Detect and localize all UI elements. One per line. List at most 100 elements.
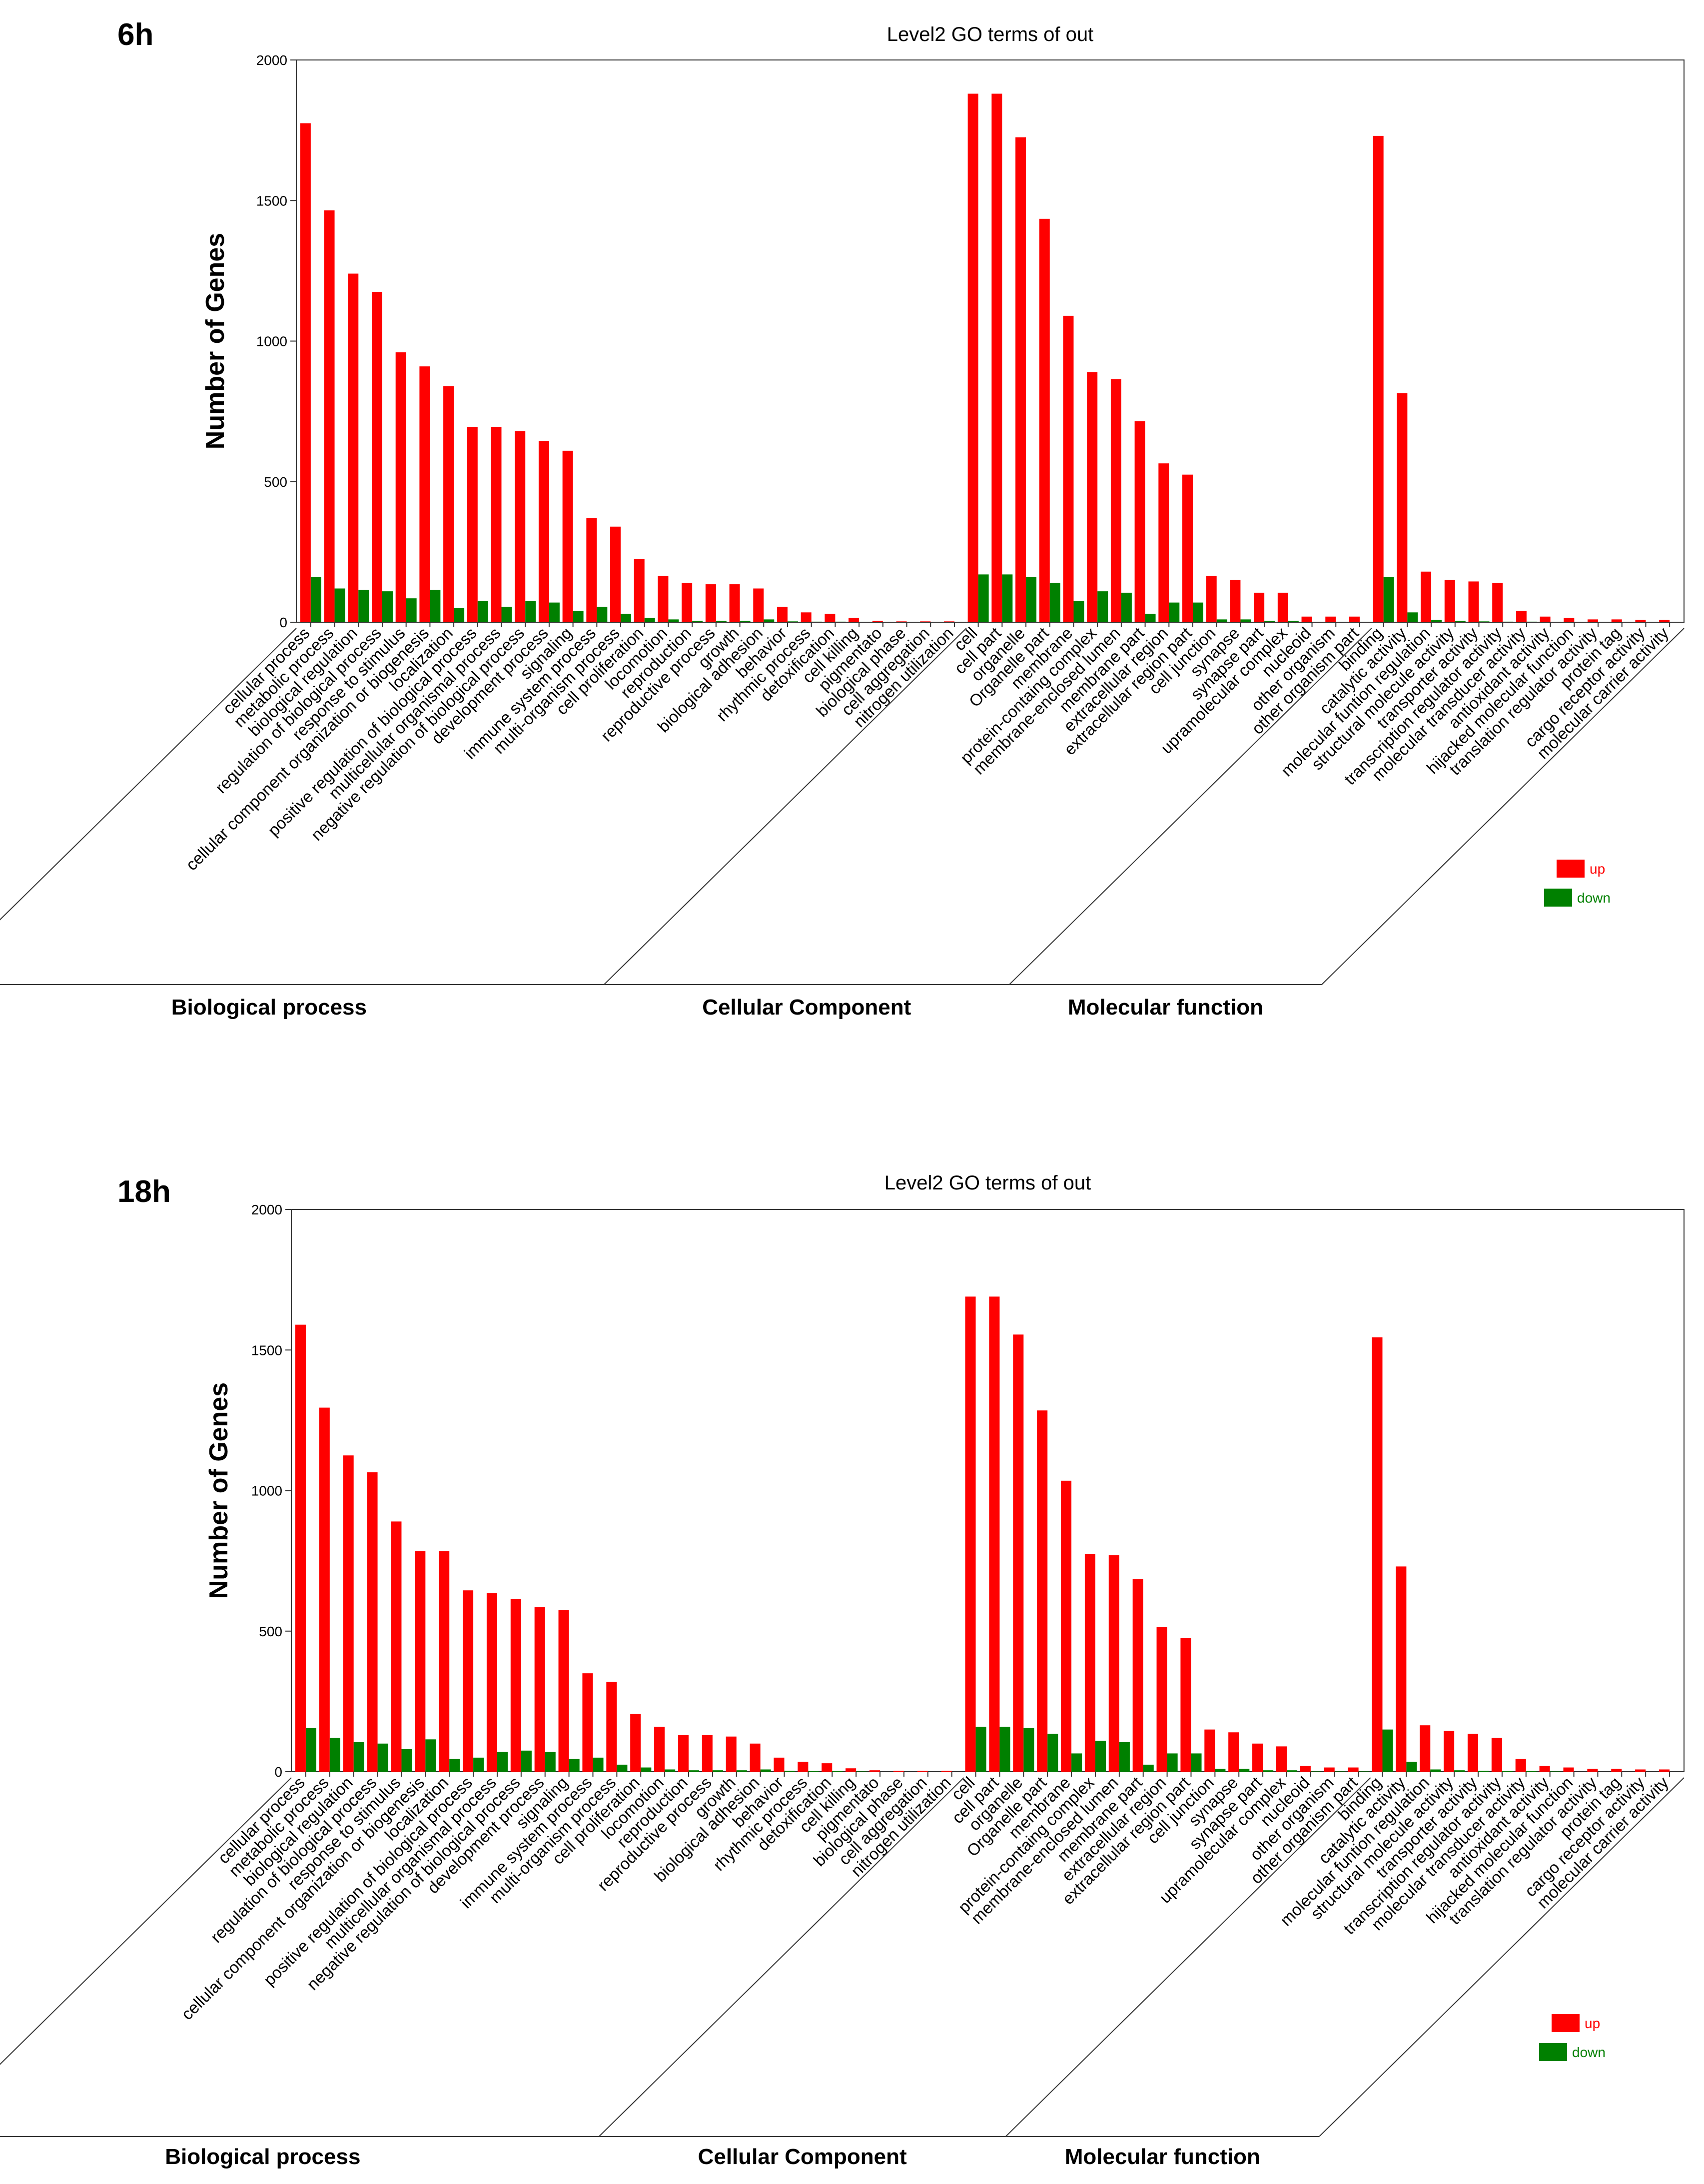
bar-up-other-organism-part bbox=[1348, 1767, 1359, 1772]
y-tick-label: 1500 bbox=[251, 1342, 282, 1358]
bar-up-cellular-component-organization-or-biogenesis bbox=[419, 366, 430, 622]
bar-up-positive-regulation-of-biological-process bbox=[463, 1590, 474, 1772]
y-tick-label: 500 bbox=[259, 1624, 282, 1639]
bar-up-multicellular-organismal-process bbox=[491, 427, 502, 622]
group-divider bbox=[1319, 1777, 1685, 2137]
bar-down-biological-adhesion bbox=[764, 619, 775, 622]
bar-up-membrane-enclosed-lumen bbox=[1108, 1555, 1119, 1772]
bar-down-transporter-activity bbox=[1479, 621, 1490, 622]
bar-up-other-organism bbox=[1324, 1767, 1335, 1772]
bar-up-rhythmic-process bbox=[801, 612, 812, 622]
bar-down-regulation-of-biological-process bbox=[382, 591, 393, 622]
bar-up-structural-molecule-activity bbox=[1444, 1731, 1455, 1772]
bar-down-biological-regulation bbox=[358, 590, 369, 622]
legend-label-down: down bbox=[1572, 2045, 1606, 2060]
bar-down-cell bbox=[975, 1727, 986, 1772]
bar-down-growth bbox=[740, 621, 751, 622]
bar-up-multicellular-organismal-process bbox=[486, 1593, 497, 1772]
bar-up-cellular-process bbox=[295, 1324, 306, 1772]
bar-up-detoxification bbox=[822, 1763, 833, 1772]
y-tick-label: 500 bbox=[264, 474, 287, 490]
bar-down-cell-part bbox=[999, 1727, 1010, 1772]
bar-down-cell-junction bbox=[1215, 1769, 1226, 1772]
bar-up-transporter-activity bbox=[1467, 1734, 1479, 1772]
bar-down-molecular-funtion-regulation bbox=[1430, 1769, 1441, 1772]
bar-down-reproductive-process bbox=[716, 621, 727, 622]
bar-down-synapse bbox=[1240, 619, 1251, 622]
bar-up-cell-aggregation bbox=[917, 1771, 928, 1772]
bar-up-pigmentato bbox=[869, 1770, 880, 1772]
bar-down-transcription-regulator-activity bbox=[1502, 1771, 1513, 1772]
bar-up-upramolecular-complex bbox=[1277, 592, 1288, 622]
bar-up-transcription-regulator-activity bbox=[1491, 1738, 1502, 1772]
bar-down-synapse bbox=[1239, 1769, 1250, 1772]
bar-up-cell-junction bbox=[1206, 576, 1217, 622]
bar-up-membrane bbox=[1061, 1480, 1072, 1772]
bar-down-positive-regulation-of-biological-process bbox=[477, 601, 488, 622]
bar-up-binding bbox=[1372, 1337, 1383, 1772]
bar-up-molecular-transducer-activity bbox=[1516, 611, 1527, 622]
group-divider bbox=[1005, 1777, 1371, 2137]
bar-up-localization bbox=[443, 386, 454, 622]
bar-down-organelle bbox=[1023, 1728, 1034, 1772]
bar-up-negative-regulation-of-biological-process bbox=[515, 431, 526, 622]
bar-up-transcription-regulator-activity bbox=[1492, 583, 1503, 622]
bar-up-upramolecular-complex bbox=[1276, 1746, 1287, 1772]
bar-up-molecular-transducer-activity bbox=[1515, 1759, 1526, 1772]
bar-down-membrane-part bbox=[1143, 1764, 1154, 1772]
bar-down-cell-proliferation bbox=[644, 618, 655, 622]
legend-swatch-up bbox=[1557, 860, 1585, 878]
bar-down-localization bbox=[454, 608, 465, 622]
bar-up-multi-organism-process bbox=[606, 1682, 617, 1772]
bar-down-positive-regulation-of-biological-process bbox=[473, 1757, 484, 1772]
bar-down-transporter-activity bbox=[1478, 1771, 1489, 1772]
bar-up-structural-molecule-activity bbox=[1444, 580, 1455, 622]
bar-down-metabolic-process bbox=[334, 588, 345, 622]
bar-down-cellular-component-organization-or-biogenesis bbox=[430, 590, 441, 622]
bar-up-biological-regulation bbox=[343, 1455, 354, 1772]
bar-up-extracellular-region bbox=[1156, 1627, 1167, 1772]
bar-up-metabolic-process bbox=[319, 1407, 330, 1772]
y-axis-label: Number of Genes bbox=[204, 1382, 233, 1599]
bar-up-cell-proliferation bbox=[630, 1714, 641, 1772]
group-label: Cellular Component bbox=[698, 2145, 907, 2169]
bar-down-cellular-process bbox=[310, 577, 321, 622]
bar-up-molecular-funtion-regulation bbox=[1421, 571, 1432, 622]
bar-up-response-to-stimulus bbox=[391, 1521, 402, 1772]
y-tick-label: 2000 bbox=[251, 1202, 282, 1217]
legend-label-up: up bbox=[1590, 861, 1605, 877]
bar-up-regulation-of-biological-process bbox=[367, 1472, 378, 1772]
bar-up-metabolic-process bbox=[324, 210, 335, 622]
group-divider bbox=[0, 628, 297, 921]
bar-down-cell-part bbox=[1002, 574, 1013, 622]
bar-down-multi-organism-process bbox=[621, 614, 632, 622]
bar-down-nucleoid bbox=[1310, 1771, 1321, 1772]
bar-up-transporter-activity bbox=[1468, 581, 1479, 622]
bar-up-localization bbox=[439, 1551, 450, 1772]
bar-down-organelle-part bbox=[1047, 1734, 1058, 1772]
bar-up-immune-system-process bbox=[586, 518, 597, 622]
bar-down-cell-junction bbox=[1216, 619, 1227, 622]
bar-up-synapse-part bbox=[1252, 1743, 1263, 1772]
bar-up-cell-part bbox=[989, 1296, 1000, 1772]
bar-down-biological-regulation bbox=[353, 1742, 364, 1772]
bar-up-nitrogen-utilization bbox=[941, 1771, 952, 1772]
bar-up-hijacked-molecular-function bbox=[1564, 618, 1575, 622]
panel-label: 18h bbox=[117, 1174, 171, 1209]
bar-up-membrane-enclosed-lumen bbox=[1110, 379, 1121, 622]
bar-up-reproductive-process bbox=[702, 1735, 713, 1772]
bar-up-membrane-part bbox=[1134, 421, 1145, 622]
group-divider bbox=[604, 628, 967, 985]
bar-down-response-to-stimulus bbox=[401, 1749, 412, 1772]
bar-up-cell-proliferation bbox=[634, 559, 645, 622]
bar-up-synapse-part bbox=[1254, 592, 1265, 622]
bar-up-biological-regulation bbox=[348, 273, 359, 622]
bar-down-other-organism-part bbox=[1358, 1771, 1369, 1772]
group-divider bbox=[0, 1777, 292, 2065]
chart-panel-6h: 6h Level2 GO terms of out 0 500 1000 1500 2000… bbox=[0, 17, 1685, 1020]
bar-down-molecular-funtion-regulation bbox=[1431, 620, 1442, 622]
bar-up-other-organism-part bbox=[1349, 616, 1360, 622]
bar-down-biological-adhesion bbox=[760, 1769, 771, 1772]
panel-label: 6h bbox=[117, 17, 153, 52]
